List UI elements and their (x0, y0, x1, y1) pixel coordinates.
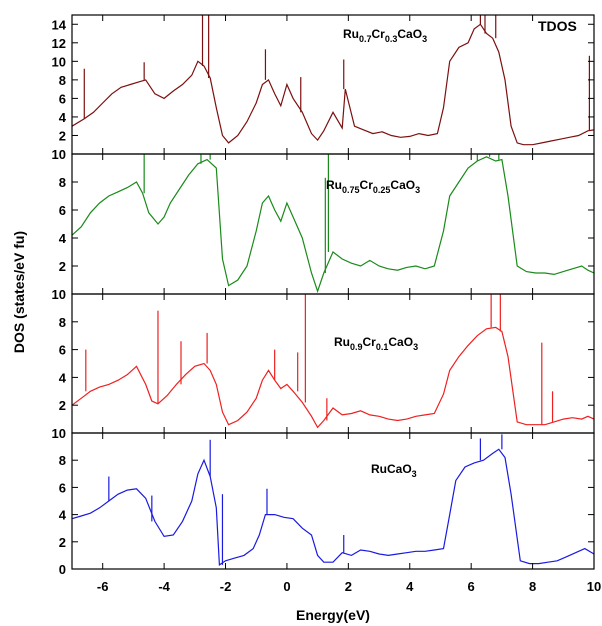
dos-panel-4: 0 2 4 6 8 10 RuCaO3 (52, 426, 595, 577)
y-tick-label: 14 (52, 17, 67, 32)
y-tick-label: 2 (59, 398, 66, 413)
panel-label: RuCaO3 (371, 462, 417, 479)
y-tick-label: 10 (52, 426, 66, 441)
y-tick-label: 12 (52, 36, 66, 51)
dos-curve (71, 23, 595, 146)
dos-curve (71, 156, 595, 294)
y-tick-label: 6 (59, 91, 66, 106)
y-tick-label: 4 (59, 231, 67, 246)
y-tick-label: 8 (59, 315, 66, 330)
panel-label: Ru0.9Cr0.1CaO3 (334, 335, 418, 352)
y-tick-label: 6 (59, 343, 66, 358)
x-tick-label: 6 (468, 579, 475, 594)
x-tick-label: -4 (158, 579, 170, 594)
y-tick-label: 10 (52, 287, 66, 302)
y-tick-label: 4 (59, 370, 67, 385)
x-tick-label: 8 (529, 579, 536, 594)
x-tick-label: 4 (406, 579, 414, 594)
dos-panel-3: 2 4 6 8 10 Ru0.9Cr0.1CaO3 (52, 287, 595, 434)
dos-curve (71, 326, 595, 429)
y-tick-label: 10 (52, 54, 66, 69)
panel-label: Ru0.75Cr0.25CaO3 (326, 178, 420, 195)
x-axis-label: Energy(eV) (296, 607, 370, 623)
y-tick-label: 2 (59, 128, 66, 143)
dos-panel-1: 2 4 6 8 10 12 14 Ru0.7Cr0.3CaO3 (52, 14, 595, 155)
y-tick-label: 4 (59, 508, 67, 523)
y-tick-label: 8 (59, 453, 66, 468)
x-tick-label: -6 (97, 579, 109, 594)
y-tick-label: 2 (59, 535, 66, 550)
x-tick-label: 10 (587, 579, 601, 594)
x-tick-label: 2 (345, 579, 352, 594)
y-tick-label: 8 (59, 73, 66, 88)
y-tick-label: 6 (59, 203, 66, 218)
y-axis-label: DOS (states/eV fu) (11, 231, 27, 353)
y-tick-label: 6 (59, 480, 66, 495)
panel-frame (71, 432, 595, 570)
y-tick-label: 8 (59, 175, 66, 190)
tdos-annotation: TDOS (538, 18, 577, 34)
x-tick-label: 0 (283, 579, 290, 594)
panel-frame (71, 14, 595, 155)
panel-label: Ru0.7Cr0.3CaO3 (343, 27, 427, 44)
y-tick-label: 10 (52, 147, 66, 162)
dos-curve (71, 448, 595, 566)
y-tick-label: 2 (59, 259, 66, 274)
y-tick-label: 0 (59, 562, 66, 577)
x-tick-label: -2 (220, 579, 232, 594)
dos-panel-2: 2 4 6 8 10 Ru0.75Cr0.25CaO3 (52, 147, 595, 295)
y-tick-label: 4 (59, 110, 67, 125)
panel-frame (71, 153, 595, 295)
